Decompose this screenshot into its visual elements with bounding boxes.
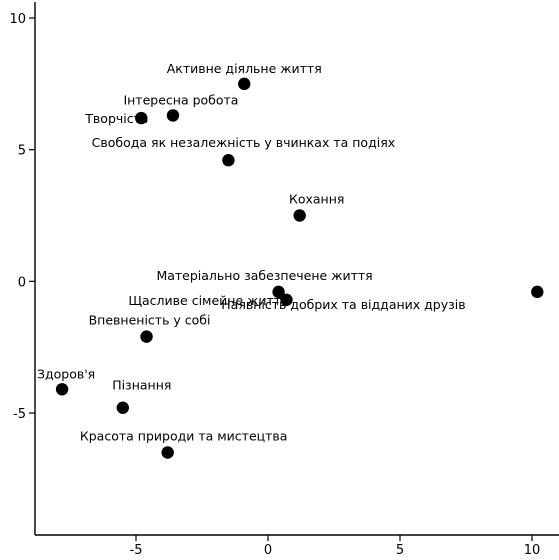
x-tick-label: -5 [130, 543, 143, 558]
point-label: Здоров'я [37, 366, 95, 381]
data-point [166, 109, 180, 122]
data-points [55, 77, 544, 459]
data-point [116, 401, 129, 414]
data-point [161, 446, 174, 459]
data-point [293, 209, 306, 222]
point-label: Свобода як незалежність у вчинках та под… [92, 135, 395, 150]
point-label: Красота природи та мистецтва [80, 428, 288, 443]
y-tick-label: 0 [18, 275, 26, 290]
data-point [140, 330, 153, 343]
point-label: Матеріально забезпечене життя [156, 268, 372, 283]
data-point [55, 383, 69, 396]
point-label: Пізнання [112, 378, 171, 393]
point-label: Наявність добрих та відданих друзів [221, 297, 465, 312]
y-tick-label: -5 [13, 407, 26, 422]
axis-ticks: -5 0 5 10 -5 0 5 10 [9, 12, 540, 558]
data-point [238, 77, 251, 91]
point-label: Інтересна робота [123, 92, 238, 107]
point-label: Творчість [84, 111, 148, 126]
x-tick-label: 10 [524, 543, 541, 558]
point-labels: Активне діяльне життя Інтересна робота Тво… [37, 61, 466, 444]
y-tick-label: 5 [18, 144, 26, 159]
point-label: Впевненість у собі [89, 313, 211, 328]
data-point [531, 285, 544, 299]
data-point [280, 293, 293, 306]
x-tick-label: 0 [264, 543, 272, 558]
data-point [272, 285, 285, 299]
y-tick-label: 10 [9, 12, 26, 27]
data-point [135, 111, 148, 125]
data-point [222, 153, 235, 167]
point-label: Щасливе сімейне життя [128, 293, 288, 308]
point-label: Активне діяльне життя [167, 61, 322, 76]
x-tick-label: 5 [396, 543, 404, 558]
point-label: Кохання [289, 191, 344, 206]
